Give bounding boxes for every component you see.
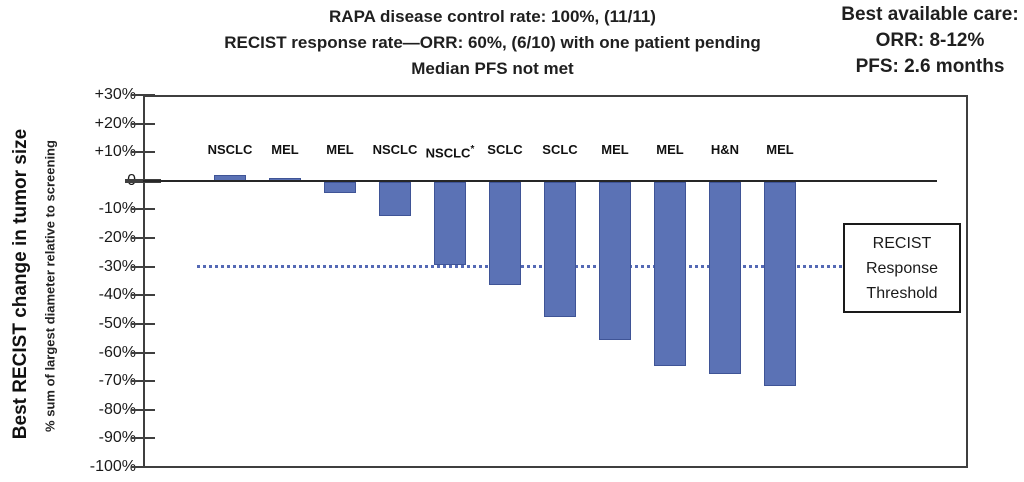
asterisk-footnote-marker: * bbox=[470, 144, 475, 155]
bar bbox=[764, 182, 796, 386]
y-tick-label: -60% bbox=[98, 344, 136, 361]
bar bbox=[544, 182, 576, 317]
y-tick-mark bbox=[131, 94, 155, 96]
bar bbox=[709, 182, 741, 374]
bar-label: SCLC bbox=[487, 142, 523, 157]
bar-label: MEL bbox=[326, 142, 354, 157]
y-tick-mark bbox=[131, 437, 155, 439]
y-tick-mark bbox=[131, 323, 155, 325]
bar-label: NSCLC* bbox=[425, 144, 475, 161]
y-tick-label: -80% bbox=[98, 401, 136, 418]
bar-label: NSCLC bbox=[207, 142, 253, 157]
y-tick-label: -100% bbox=[89, 458, 136, 475]
recist-threshold-box: RECIST Response Threshold bbox=[843, 223, 961, 313]
y-tick-label: -40% bbox=[98, 286, 136, 303]
bar-label: MEL bbox=[271, 142, 299, 157]
y-tick-mark bbox=[131, 208, 155, 210]
bar bbox=[489, 182, 521, 285]
threshold-box-line-2: Response bbox=[865, 259, 939, 277]
y-tick-label: +10% bbox=[94, 143, 136, 160]
bar bbox=[434, 182, 466, 265]
y-tick-label: -50% bbox=[98, 315, 136, 332]
y-tick-label: -30% bbox=[98, 258, 136, 275]
bar-label: NSCLC bbox=[372, 142, 418, 157]
y-tick-label: -20% bbox=[98, 229, 136, 246]
y-tick-mark bbox=[131, 123, 155, 125]
y-axis-subtitle: % sum of largest diameter relative to sc… bbox=[42, 140, 58, 432]
best-care-line-1: Best available care: bbox=[841, 4, 1019, 25]
best-care-line-2: ORR: 8-12% bbox=[875, 30, 985, 51]
y-tick-mark bbox=[131, 380, 155, 382]
threshold-box-line-3: Threshold bbox=[866, 284, 938, 302]
y-tick-mark bbox=[131, 237, 155, 239]
chart-title-line-1: RAPA disease control rate: 100%, (11/11) bbox=[329, 7, 656, 26]
best-available-care-note: Best available care: ORR: 8-12% PFS: 2.6… bbox=[836, 2, 1024, 80]
bar-label: MEL bbox=[656, 142, 684, 157]
bar bbox=[599, 182, 631, 340]
y-tick-mark bbox=[131, 352, 155, 354]
y-axis-title: Best RECIST change in tumor size bbox=[10, 128, 31, 440]
y-tick-mark bbox=[131, 409, 155, 411]
y-tick-mark bbox=[131, 466, 155, 468]
zero-baseline bbox=[143, 180, 937, 182]
chart-title-line-2: RECIST response rate—ORR: 60%, (6/10) wi… bbox=[224, 33, 761, 52]
bar bbox=[654, 182, 686, 366]
bar-label: SCLC bbox=[542, 142, 578, 157]
threshold-box-line-1: RECIST bbox=[872, 234, 932, 252]
y-tick-label: -10% bbox=[98, 200, 136, 217]
y-tick-label: -70% bbox=[98, 372, 136, 389]
y-tick-label: +30% bbox=[94, 86, 136, 103]
y-tick-label: -90% bbox=[98, 429, 136, 446]
y-tick-mark bbox=[131, 151, 155, 153]
bar-label: MEL bbox=[601, 142, 629, 157]
chart-title: RAPA disease control rate: 100%, (11/11)… bbox=[150, 4, 835, 82]
chart-title-line-3: Median PFS not met bbox=[411, 59, 574, 78]
best-care-line-3: PFS: 2.6 months bbox=[855, 56, 1005, 77]
bar bbox=[379, 182, 411, 216]
bar-label: H&N bbox=[710, 142, 740, 157]
y-tick-mark bbox=[131, 294, 155, 296]
bar-label: MEL bbox=[766, 142, 794, 157]
y-tick-mark bbox=[131, 266, 155, 268]
bar bbox=[324, 182, 356, 193]
y-tick-label: +20% bbox=[94, 115, 136, 132]
